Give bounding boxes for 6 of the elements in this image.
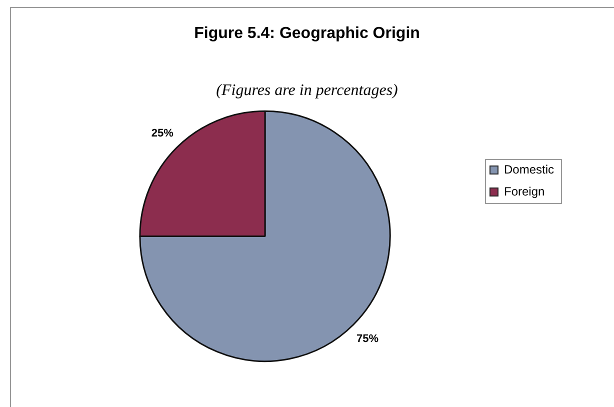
legend-label: Foreign	[504, 184, 545, 198]
data-label: 25%	[151, 128, 174, 140]
chart-title: Figure 5.4: Geographic Origin	[194, 25, 420, 42]
legend-label: Domestic	[504, 162, 554, 176]
data-label: 75%	[356, 332, 379, 345]
chart-subtitle: (Figures are in percentages)	[216, 82, 398, 100]
